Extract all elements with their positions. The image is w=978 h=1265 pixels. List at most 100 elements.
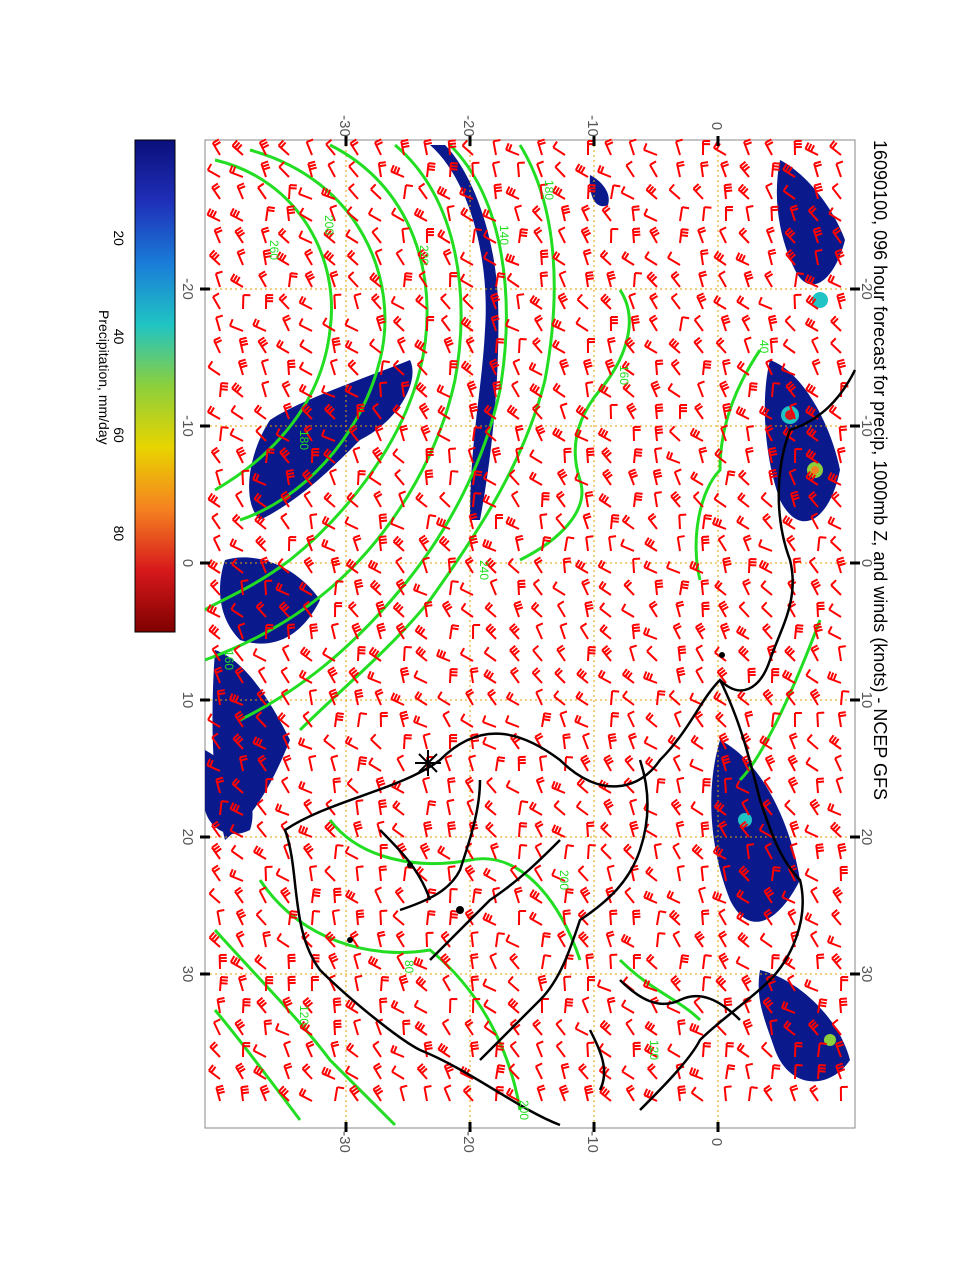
wind-barb (794, 1064, 803, 1080)
wind-barb (529, 449, 543, 464)
wind-barb (835, 160, 844, 178)
wind-barb (258, 138, 270, 156)
wind-barb (353, 578, 364, 596)
wind-barb (532, 1018, 543, 1036)
wind-barb (210, 446, 221, 464)
wind-barb (299, 646, 313, 662)
wind-barb (767, 446, 778, 464)
wind-barb (717, 534, 727, 552)
wind-barb (449, 470, 459, 486)
wind-barb (309, 623, 319, 640)
wind-barb (414, 1020, 428, 1036)
wind-barb (298, 383, 313, 398)
wind-barb (554, 161, 566, 178)
wind-barb (586, 337, 595, 354)
wind-barb (347, 601, 359, 618)
wind-barb (378, 997, 388, 1014)
lon-tick-label: 0 (858, 559, 875, 567)
wind-barb (334, 580, 344, 596)
wind-barb (702, 140, 711, 156)
wind-barb (656, 932, 666, 948)
wind-barb (367, 670, 382, 684)
wind-barb (782, 338, 796, 354)
wind-barb (346, 249, 359, 266)
wind-barb (379, 711, 388, 728)
wind-barb (762, 623, 773, 640)
wind-barb (357, 470, 366, 486)
wind-barb (489, 358, 500, 376)
wind-barb (676, 160, 685, 178)
wind-barb (718, 226, 727, 244)
wind-barb (741, 314, 751, 332)
wind-barb (827, 274, 842, 288)
wind-barb (422, 776, 430, 794)
wind-barb (298, 669, 313, 684)
wind-barb (329, 358, 338, 376)
wind-barb (487, 688, 497, 706)
wind-barb (508, 469, 520, 486)
wind-barb (505, 934, 520, 948)
wind-barb (528, 361, 543, 376)
wind-barb (739, 820, 750, 838)
wind-barb (274, 803, 290, 816)
wind-barb (213, 1018, 221, 1036)
wind-barb (278, 1085, 290, 1102)
wind-barb (564, 536, 575, 552)
wind-barb (694, 930, 705, 948)
wind-barb (390, 295, 405, 310)
wind-barb (735, 780, 750, 794)
wind-barb (346, 206, 359, 222)
wind-barb (509, 1040, 520, 1058)
wind-barb (357, 756, 368, 772)
wind-barb (531, 667, 543, 684)
wind-barb (652, 468, 663, 486)
wind-barb (695, 644, 704, 662)
wind-barb (470, 931, 479, 948)
wind-barb (421, 556, 430, 574)
wind-barb (555, 1018, 566, 1036)
wind-barb (209, 579, 221, 596)
wind-barb (483, 646, 497, 662)
wind-barb (207, 559, 221, 574)
wind-barb (620, 538, 635, 552)
wind-barb (668, 337, 681, 354)
wind-barb (653, 447, 663, 464)
wind-barb (816, 601, 825, 618)
wind-barb (413, 999, 428, 1014)
wind-barb (322, 317, 336, 332)
wind-barb (298, 361, 313, 376)
wind-barb (564, 844, 574, 860)
wind-barb (399, 666, 410, 684)
wind-barb (836, 446, 846, 464)
wind-barb (621, 251, 635, 266)
wind-barb (449, 360, 458, 376)
wind-barb (302, 600, 313, 618)
wind-barb (738, 645, 750, 662)
wind-barb (425, 447, 434, 464)
wind-barb (650, 380, 661, 398)
wind-barb (260, 160, 271, 178)
wind-barb (370, 293, 382, 310)
wind-barb (721, 358, 731, 376)
wind-barb (601, 204, 612, 222)
wind-barb (276, 932, 290, 948)
wind-barb (369, 272, 382, 288)
wind-barb (551, 780, 566, 794)
wind-barb (782, 163, 796, 178)
wind-barb (459, 273, 474, 288)
wind-barb (598, 492, 612, 508)
wind-barb (785, 380, 797, 398)
wind-barb (518, 800, 529, 816)
wind-barb (539, 249, 549, 266)
wind-barb (484, 601, 497, 618)
wind-barb (693, 996, 704, 1014)
wind-barb (237, 358, 248, 376)
wind-barb (805, 470, 819, 486)
wind-barb (324, 865, 336, 882)
wind-barb (459, 647, 474, 662)
wind-barb (349, 1084, 360, 1102)
wind-barb (368, 470, 382, 486)
wind-barb (675, 820, 685, 838)
wind-barb (722, 864, 731, 882)
wind-barb (447, 139, 457, 156)
